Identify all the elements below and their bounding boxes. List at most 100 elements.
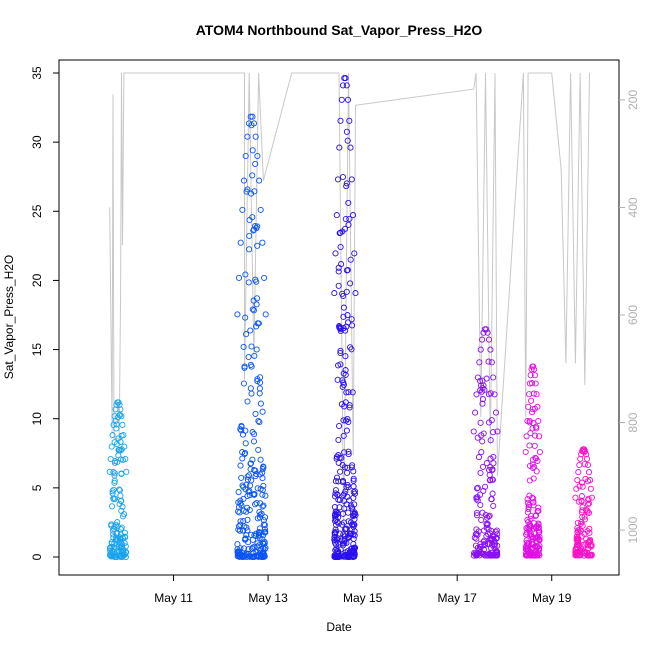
data-point bbox=[578, 479, 586, 486]
data-point bbox=[252, 133, 259, 140]
data-point bbox=[332, 490, 339, 497]
data-point bbox=[529, 494, 536, 501]
data-point bbox=[242, 152, 249, 160]
data-point bbox=[574, 538, 582, 545]
data-point bbox=[525, 506, 532, 513]
series-5 bbox=[522, 363, 543, 559]
data-point bbox=[492, 549, 499, 556]
data-point bbox=[260, 463, 267, 470]
data-point bbox=[111, 439, 118, 446]
data-point bbox=[262, 311, 269, 318]
data-point bbox=[530, 495, 537, 502]
data-point bbox=[479, 550, 486, 557]
data-point bbox=[470, 552, 477, 559]
data-point bbox=[342, 75, 349, 82]
data-point bbox=[252, 160, 259, 167]
data-point bbox=[114, 519, 121, 526]
data-point bbox=[336, 144, 343, 151]
data-point bbox=[343, 417, 350, 424]
data-point bbox=[333, 212, 340, 219]
data-point bbox=[257, 456, 264, 463]
data-point bbox=[339, 82, 347, 89]
data-point bbox=[479, 396, 486, 403]
data-point bbox=[531, 432, 539, 439]
data-point bbox=[572, 494, 579, 501]
data-point bbox=[254, 540, 261, 547]
data-point bbox=[116, 500, 123, 508]
data-point bbox=[338, 454, 345, 461]
data-point bbox=[487, 346, 494, 353]
data-point bbox=[532, 534, 539, 541]
data-point bbox=[487, 390, 494, 397]
data-point bbox=[470, 428, 477, 435]
data-point bbox=[484, 329, 491, 336]
x-tick-label: May 17 bbox=[438, 591, 478, 605]
data-point bbox=[344, 548, 351, 555]
data-point bbox=[340, 381, 347, 388]
data-point bbox=[258, 510, 265, 517]
data-point bbox=[523, 525, 530, 532]
data-point bbox=[340, 313, 347, 320]
data-point bbox=[239, 449, 246, 456]
data-point bbox=[535, 417, 542, 425]
data-point bbox=[239, 206, 246, 213]
x-tick-label: May 11 bbox=[154, 591, 193, 605]
data-point bbox=[342, 353, 349, 360]
data-point bbox=[242, 271, 249, 278]
data-point bbox=[473, 551, 480, 558]
data-point bbox=[338, 261, 345, 268]
y2-tick-label: 400 bbox=[626, 197, 640, 217]
data-point bbox=[262, 492, 269, 499]
data-point bbox=[334, 376, 341, 383]
data-point bbox=[251, 490, 258, 498]
data-point bbox=[530, 390, 537, 397]
data-point bbox=[253, 278, 260, 285]
data-point bbox=[491, 537, 498, 545]
y-tick-label: 30 bbox=[30, 135, 44, 149]
y2-tick-label: 800 bbox=[626, 412, 640, 432]
data-point bbox=[110, 496, 117, 503]
data-point bbox=[115, 553, 123, 560]
x-tick-label: May 15 bbox=[343, 591, 383, 605]
data-point bbox=[588, 494, 595, 501]
data-point bbox=[478, 449, 485, 456]
data-point bbox=[526, 462, 534, 469]
data-point bbox=[111, 523, 118, 530]
y-tick-label: 5 bbox=[30, 484, 44, 491]
data-point bbox=[349, 389, 356, 396]
data-point bbox=[337, 468, 344, 475]
data-point bbox=[576, 548, 583, 556]
data-point bbox=[345, 533, 352, 541]
data-point bbox=[342, 399, 349, 406]
data-point bbox=[244, 504, 251, 511]
data-point bbox=[251, 467, 258, 474]
data-point bbox=[586, 538, 593, 545]
data-point bbox=[346, 497, 353, 504]
data-point bbox=[526, 391, 533, 398]
y-tick-label: 35 bbox=[30, 66, 44, 80]
data-point bbox=[347, 144, 354, 151]
data-point bbox=[529, 409, 536, 416]
data-point bbox=[527, 372, 534, 379]
data-point bbox=[243, 331, 250, 338]
data-point bbox=[483, 520, 490, 527]
data-point bbox=[576, 541, 583, 549]
data-point bbox=[261, 522, 268, 529]
data-point bbox=[349, 462, 356, 469]
data-point bbox=[522, 546, 530, 553]
y2-tick-label: 600 bbox=[626, 305, 640, 325]
data-point bbox=[351, 490, 358, 497]
data-point bbox=[235, 274, 243, 281]
data-point bbox=[117, 406, 124, 413]
data-point bbox=[251, 188, 258, 195]
data-point bbox=[479, 438, 486, 445]
data-point bbox=[257, 206, 264, 213]
y-axis-label: Sat_Vapor_Press_H2O bbox=[2, 255, 16, 380]
data-point bbox=[248, 363, 255, 370]
data-point bbox=[339, 510, 347, 517]
data-point bbox=[487, 437, 494, 444]
data-point bbox=[253, 346, 260, 353]
data-point bbox=[249, 306, 256, 313]
data-point bbox=[536, 448, 543, 456]
